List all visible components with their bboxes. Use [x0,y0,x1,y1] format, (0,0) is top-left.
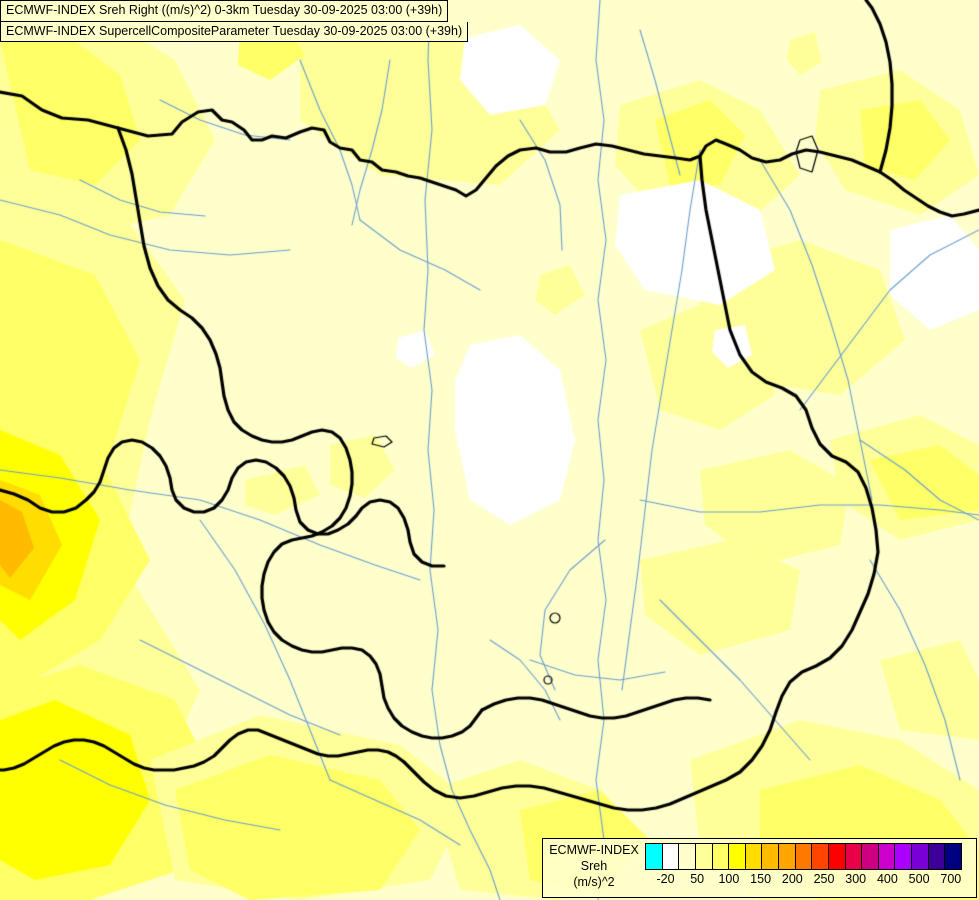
colorbar-swatch-6[interactable] [745,844,763,869]
colorbar-swatch-11[interactable] [828,844,846,869]
colorbar-tick-150: 150 [750,872,772,886]
colorbar-swatch-15[interactable] [895,844,912,869]
legend-units-label: (m/s)^2 [573,875,615,889]
colorbar-tick-labels: -20 50 100 150 200 250 300 400 500 700 [645,872,962,892]
colorbar-swatches[interactable] [645,843,962,870]
colorbar-swatch-16[interactable] [912,844,929,869]
colorbar-swatch-5[interactable] [729,844,746,869]
colorbar-tick-100: 100 [718,872,740,886]
colorbar-swatch-2[interactable] [679,844,696,869]
colorbar-tick-400: 400 [876,872,898,886]
colorbar-swatch-10[interactable] [812,844,829,869]
colorbar-swatch-3[interactable] [695,844,713,869]
colorbar-swatch-17[interactable] [928,844,946,869]
colorbar-swatch-8[interactable] [779,844,796,869]
colorbar-swatch-4[interactable] [712,844,730,869]
colorbar-swatch-12[interactable] [845,844,863,869]
colorbar-tick-300: 300 [845,872,867,886]
map-title-secondary: ECMWF-INDEX SupercellCompositeParameter … [0,21,469,42]
colorbar-tick-250: 250 [813,872,835,886]
legend-model-label: ECMWF-INDEX [549,843,639,857]
legend-caption: ECMWF-INDEX Sreh (m/s)^2 [543,839,645,890]
colorbar-swatch-0[interactable] [646,844,663,869]
colorbar-swatch-13[interactable] [862,844,879,869]
colorbar-tick-500: 500 [908,872,930,886]
legend-scale: -20 50 100 150 200 250 300 400 500 700 [645,839,976,892]
colorbar-swatch-18[interactable] [945,844,961,869]
colorbar-swatch-7[interactable] [762,844,779,869]
map-title-primary: ECMWF-INDEX Sreh Right ((m/s)^2) 0-3km T… [0,0,449,22]
legend-variable-label: Sreh [580,859,608,873]
colorbar-swatch-1[interactable] [662,844,680,869]
colorbar-swatch-14[interactable] [878,844,896,869]
colorbar-swatch-9[interactable] [795,844,813,869]
colorbar-tick-700: 700 [940,872,962,886]
colorbar-legend[interactable]: ECMWF-INDEX Sreh (m/s)^2 -20 50 100 150 200 2… [542,838,977,898]
colorbar-tick-neg20: -20 [656,872,675,886]
colorbar-tick-200: 200 [781,872,803,886]
colorbar-tick-50: 50 [690,872,705,886]
map-title-stack: ECMWF-INDEX Sreh Right ((m/s)^2) 0-3km T… [0,0,469,42]
